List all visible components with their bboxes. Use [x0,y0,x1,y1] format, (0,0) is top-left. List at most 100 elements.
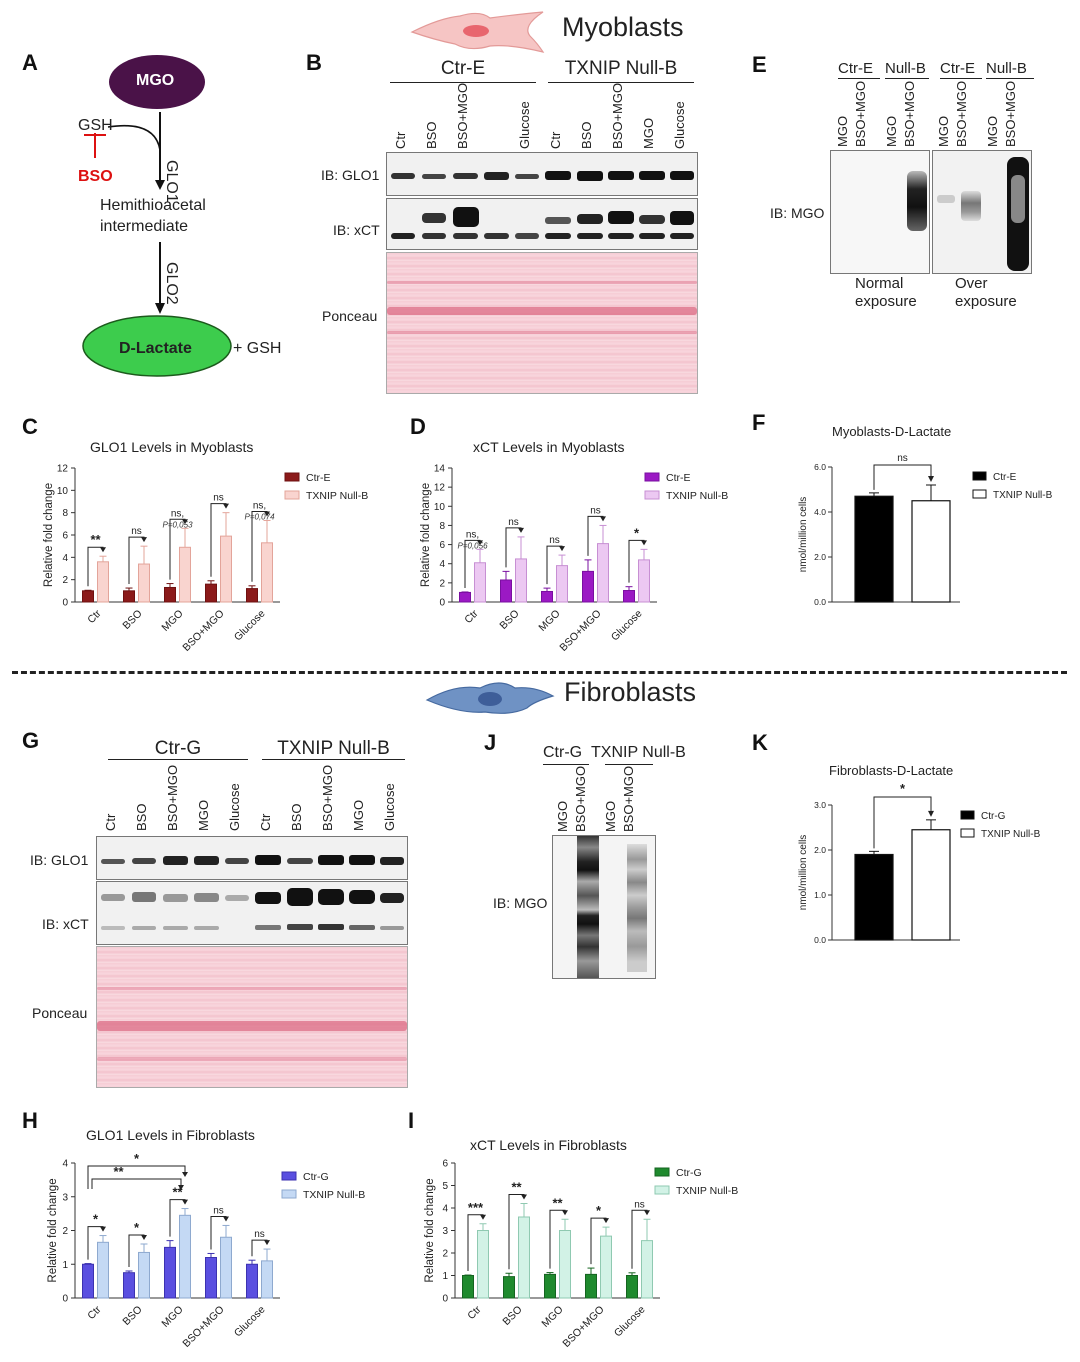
bar-0-3 [205,583,217,603]
panelG-lane-4: Glucose [227,783,242,831]
bar-0-1 [123,1272,135,1299]
y-tick-label: 0.0 [814,935,826,945]
sig-label: ns [590,505,601,516]
x-tick-label: MGO [539,1304,565,1330]
sig-arrow [562,1210,568,1216]
y-tick-label: 8 [62,508,68,519]
panelB-group-txnip: TXNIP Null-B [564,58,678,79]
bar-1 [911,829,951,941]
panelG-lane-8: MGO [351,799,366,831]
chart-h-glo1-fibroblasts: GLO1 Levels in Fibroblasts Relative fold … [47,1127,365,1350]
panelB-ib-glo1: IB: GLO1 [321,167,380,183]
panel-letter-b: B [306,50,322,75]
x-tick-label: Ctr [85,1303,104,1322]
panelG-group-ctr-g: Ctr-G [154,738,202,759]
x-tick-label: Glucose [609,608,645,644]
bar-1-4 [641,1240,653,1299]
sig-label: ** [511,1180,522,1195]
section-divider [12,671,1067,674]
panel-letter-a: A [22,50,38,75]
y-tick-label: 2.0 [814,845,826,855]
sig-label: ns [508,517,519,528]
panelE-group-0: Ctr-E [838,60,873,77]
legend-label: Ctr-G [676,1167,702,1179]
sig-arrow [264,511,270,517]
panel-letter-g: G [22,728,40,753]
sig-arrow [182,1199,188,1205]
legend-label: Ctr-G [303,1171,329,1183]
panelE-lane-3: BSO+MGO [902,80,917,147]
sig-arrow [559,546,565,552]
y-tick-label: 0 [62,1294,68,1305]
y-tick-label: 3.0 [814,800,826,810]
sig-bracket [873,464,932,490]
y-tick-label: 6 [442,1159,448,1170]
cross-bracket-1 [87,1165,186,1189]
panel-letter-j: J [484,730,497,755]
bar-0-2 [164,586,176,603]
x-tick-label: BSO+MGO [560,1304,606,1350]
legend-swatch [972,489,987,499]
sig-label: ** [552,1195,563,1210]
bar-1-2 [179,546,191,603]
panel-letter-h: H [22,1108,38,1133]
panelB-blot-glo1 [386,152,698,196]
y-axis-label: Relative fold change [424,1178,436,1282]
panelG-group-txnip: TXNIP Null-B [277,738,390,759]
bar-1-4 [638,559,650,603]
sig-label: ** [172,1185,183,1200]
sig-label: * [634,525,640,540]
cross-arrow-1 [182,1172,188,1177]
y-tick-label: 0.0 [814,597,826,607]
panelG-ponceau-stain [96,946,408,1088]
p-value-label: P=0,053 [162,520,193,529]
bar-1-4 [261,1260,273,1299]
legend-label: TXNIP Null-B [666,490,728,502]
bar-0 [854,853,894,941]
bso-inhibitor-label: BSO [78,168,113,185]
y-tick-label: 12 [57,464,69,475]
x-tick-label: BSO [500,1304,524,1328]
x-tick-label: Glucose [232,608,268,644]
legend-swatch [960,810,975,820]
sig-arrow [477,540,483,546]
y-tick-label: 3 [62,1192,68,1203]
y-tick-label: 2 [62,1226,68,1237]
panelE-blot-over [932,150,1032,274]
bar-1-1 [138,563,150,603]
y-tick-label: 2 [62,575,68,586]
panelE-group-1: Null-B [885,60,926,77]
panelB-blot-xct [386,198,698,250]
legend-swatch [281,1189,297,1199]
chart-title: xCT Levels in Fibroblasts [470,1137,627,1153]
sig-arrow [223,503,229,509]
y-tick-label: 6.0 [814,462,826,472]
panelG-ib-glo1: IB: GLO1 [30,852,89,868]
y-tick-label: 6 [439,540,445,551]
bar-1-0 [477,1230,489,1299]
sig-label: ns [897,453,908,464]
sig-label: ns [213,493,224,504]
bar-0-0 [462,1275,474,1299]
sig-bracket [251,1239,268,1257]
cross-arrow-2 [178,1185,184,1190]
x-tick-label: MGO [159,608,185,634]
y-tick-label: 1 [442,1271,448,1282]
sig-bracket [873,796,932,849]
legend-swatch [972,471,987,481]
legend-swatch [644,490,660,500]
sig-label: ns, [171,508,184,519]
y-tick-label: 4 [62,553,68,564]
sig-label: * [900,781,906,796]
gsh-label: GSH [78,117,113,134]
myoblast-cell-icon [410,11,545,53]
x-tick-label: BSO [120,608,144,632]
panelE-caption-over-2: exposure [955,293,1017,310]
sig-label: ns, [466,529,479,540]
panelG-blot-glo1 [96,836,408,880]
intermediate-label-2: intermediate [100,218,189,235]
panel-letter-e: E [752,52,767,77]
section-title-fibroblasts: Fibroblasts [564,677,697,707]
dlactate-node [82,315,232,377]
bar-1-3 [220,1236,232,1299]
